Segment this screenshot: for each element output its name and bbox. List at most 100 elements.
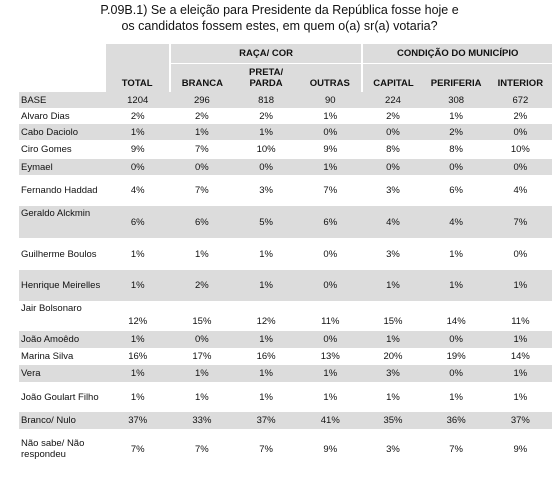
header-corner xyxy=(19,44,106,63)
cell-value: 0% xyxy=(423,365,489,382)
table-row: Eymael 0% 0% 0% 1% 0% 0% 0% xyxy=(19,159,552,175)
cell-value: 3% xyxy=(362,175,424,206)
cell-value: 224 xyxy=(362,92,424,108)
cell-value: 1% xyxy=(233,365,299,382)
cell-value: 16% xyxy=(233,348,299,365)
cell-value: 8% xyxy=(423,140,489,159)
cell-value: 308 xyxy=(423,92,489,108)
cell-value: 9% xyxy=(105,140,170,159)
cell-value: 0% xyxy=(488,238,552,270)
row-label: Branco/ Nulo xyxy=(19,412,106,429)
cell-value: 4% xyxy=(105,175,170,206)
cell-value: 1% xyxy=(169,382,234,412)
cell-value: 10% xyxy=(488,140,552,159)
group-raca-header: RAÇA/ COR xyxy=(168,44,363,64)
row-label: Vera xyxy=(19,365,106,382)
table-row: Guilherme Boulos 1% 1% 1% 0% 3% 1% 0% xyxy=(19,238,552,270)
cell-value: 15% xyxy=(362,301,424,331)
cell-value: 1% xyxy=(233,270,299,301)
table-row: BASE 1204 296 818 90 224 308 672 xyxy=(19,92,552,108)
row-label: Alvaro Dias xyxy=(19,108,106,124)
table-row: Fernando Haddad 4% 7% 3% 7% 3% 6% 4% xyxy=(19,175,552,206)
cell-value: 1% xyxy=(298,382,363,412)
cell-value: 8% xyxy=(362,140,424,159)
cell-value: 1% xyxy=(362,270,424,301)
cell-value: 1% xyxy=(105,331,170,348)
question-line-2: os candidatos fossem estes, em quem o(a)… xyxy=(121,19,438,33)
cell-value: 672 xyxy=(488,92,552,108)
cell-value: 9% xyxy=(488,429,552,469)
cell-value: 7% xyxy=(423,429,489,469)
cell-value: 1% xyxy=(423,270,489,301)
table-row: Geraldo Alckmin 6% 6% 5% 6% 4% 4% 7% xyxy=(19,206,552,238)
cell-value: 9% xyxy=(298,140,363,159)
table-row: João Goulart Filho 1% 1% 1% 1% 1% 1% 1% xyxy=(19,382,552,412)
col-capital: CAPITAL xyxy=(361,63,424,92)
cell-value: 4% xyxy=(488,175,552,206)
question-title: P.09B.1) Se a eleição para Presidente da… xyxy=(0,0,559,34)
row-label: Ciro Gomes xyxy=(19,140,106,159)
cell-value: 0% xyxy=(105,159,170,175)
group-municipio-header: CONDIÇÃO DO MUNICÍPIO xyxy=(361,44,552,64)
table-row: Não sabe/ Não respondeu 7% 7% 7% 9% 3% 7… xyxy=(19,429,552,469)
cell-value: 7% xyxy=(233,429,299,469)
cell-value: 1% xyxy=(169,238,234,270)
cell-value: 3% xyxy=(362,238,424,270)
row-label: Marina Silva xyxy=(19,348,106,365)
table-row: Henrique Meirelles 1% 2% 1% 0% 1% 1% 1% xyxy=(19,270,552,301)
cell-value: 6% xyxy=(423,175,489,206)
cell-value: 1% xyxy=(298,365,363,382)
table-row: Branco/ Nulo 37% 33% 37% 41% 35% 36% 37% xyxy=(19,412,552,429)
cell-value: 2% xyxy=(488,108,552,124)
cell-value: 818 xyxy=(233,92,299,108)
cell-value: 10% xyxy=(233,140,299,159)
cell-value: 14% xyxy=(488,348,552,365)
cell-value: 1% xyxy=(233,382,299,412)
cell-value: 13% xyxy=(298,348,363,365)
cell-value: 0% xyxy=(423,331,489,348)
cell-value: 20% xyxy=(362,348,424,365)
cell-value: 1% xyxy=(488,331,552,348)
cell-value: 1% xyxy=(105,382,170,412)
cell-value: 41% xyxy=(298,412,363,429)
cell-value: 35% xyxy=(362,412,424,429)
cell-value: 0% xyxy=(362,159,424,175)
cell-value: 0% xyxy=(362,124,424,140)
row-label: BASE xyxy=(19,92,106,108)
cell-value: 15% xyxy=(169,301,234,331)
cell-value: 0% xyxy=(488,159,552,175)
table-row: Jair Bolsonaro 12% 15% 12% 11% 15% 14% 1… xyxy=(19,301,552,331)
cell-value: 3% xyxy=(233,175,299,206)
cell-value: 7% xyxy=(169,175,234,206)
cell-value: 14% xyxy=(423,301,489,331)
col-preta-parda: PRETA/PARDA xyxy=(233,63,299,92)
cell-value: 2% xyxy=(233,108,299,124)
cell-value: 37% xyxy=(105,412,170,429)
cell-value: 1% xyxy=(169,365,234,382)
cell-value: 1% xyxy=(423,108,489,124)
row-label: João Amoêdo xyxy=(19,331,106,348)
cell-value: 0% xyxy=(298,270,363,301)
cell-value: 9% xyxy=(298,429,363,469)
cell-value: 17% xyxy=(169,348,234,365)
cell-value: 0% xyxy=(298,124,363,140)
cell-value: 11% xyxy=(298,301,363,331)
cell-value: 7% xyxy=(105,429,170,469)
header-total-top xyxy=(105,44,170,63)
cell-value: 16% xyxy=(105,348,170,365)
cell-value: 2% xyxy=(169,270,234,301)
row-label: Eymael xyxy=(19,159,106,175)
cell-value: 6% xyxy=(105,206,170,238)
cell-value: 12% xyxy=(233,301,299,331)
question-line-1: P.09B.1) Se a eleição para Presidente da… xyxy=(100,3,459,17)
cell-value: 2% xyxy=(105,108,170,124)
cell-value: 0% xyxy=(423,159,489,175)
results-table: RAÇA/ COR CONDIÇÃO DO MUNICÍPIO TOTAL BR… xyxy=(19,44,552,469)
table-row: Vera 1% 1% 1% 1% 3% 0% 1% xyxy=(19,365,552,382)
row-label: Guilherme Boulos xyxy=(19,238,106,270)
table-row: João Amoêdo 1% 0% 1% 0% 1% 0% 1% xyxy=(19,331,552,348)
cell-value: 7% xyxy=(169,140,234,159)
cell-value: 12% xyxy=(105,301,170,331)
row-label: Jair Bolsonaro xyxy=(19,301,106,331)
cell-value: 1% xyxy=(169,124,234,140)
